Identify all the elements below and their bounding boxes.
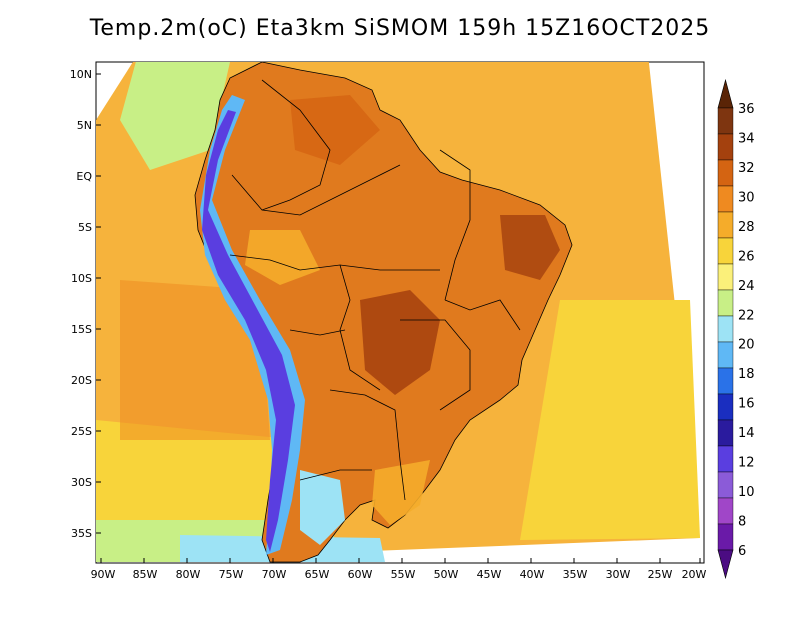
colorbar-label: 28 (738, 220, 755, 235)
colorbar-label: 24 (738, 279, 755, 294)
colorbar-segment (717, 523, 734, 551)
colorbar-segment (717, 393, 734, 421)
x-tick-label: 70W (262, 568, 287, 581)
x-tick-label: 80W (176, 568, 201, 581)
colorbar-segment (717, 107, 734, 135)
colorbar-segment (717, 289, 734, 317)
colorbar-label: 26 (738, 249, 755, 264)
colorbar-segment (717, 133, 734, 161)
y-axis: 10N 5N EQ 5S 10S 15S 20S 25S 30S 35S (70, 68, 101, 540)
hot-core-central (360, 290, 440, 395)
y-tick-label: 10N (70, 68, 92, 81)
colorbar-label: 8 (738, 515, 746, 530)
y-tick-label: 35S (71, 527, 92, 540)
x-tick-label: 35W (563, 568, 588, 581)
colorbar-label: 30 (738, 190, 755, 205)
x-tick-label: 90W (91, 568, 116, 581)
x-tick-label: 25W (648, 568, 673, 581)
colorbar-label: 6 (738, 544, 746, 559)
colorbar-top-cap (717, 78, 734, 109)
x-tick-label: 45W (477, 568, 502, 581)
y-tick-label: 5N (77, 119, 92, 132)
country-borders (229, 79, 521, 501)
x-tick-label: 50W (434, 568, 459, 581)
x-tick-label: 40W (520, 568, 545, 581)
x-tick-label: 65W (305, 568, 330, 581)
ocean-cool-band-east (520, 300, 700, 540)
colorbar-segment (717, 471, 734, 499)
ocean-west-warm (120, 280, 270, 440)
colorbar-label: 10 (738, 485, 755, 500)
hot-core-northeast (500, 215, 560, 280)
cool-interior-amazon (245, 230, 320, 285)
y-tick-label: EQ (76, 170, 92, 183)
y-tick-label: 15S (71, 323, 92, 336)
hot-core-north (290, 95, 380, 165)
colorbar-segment (717, 211, 734, 239)
ocean-northwest-green (120, 62, 230, 170)
colorbar-segment (717, 263, 734, 291)
y-tick-label: 20S (71, 374, 92, 387)
colorbar-segment (717, 185, 734, 213)
colorbar-label: 22 (738, 308, 755, 323)
colorbar-label: 34 (738, 131, 755, 146)
colorbar-segment (717, 445, 734, 473)
x-tick-label: 85W (133, 568, 158, 581)
south-brazil-warm (372, 460, 430, 525)
colorbar-segment (717, 367, 734, 395)
x-tick-label: 60W (348, 568, 373, 581)
colorbar-label: 36 (738, 102, 755, 117)
y-tick-label: 25S (71, 425, 92, 438)
x-tick-label: 20W (682, 568, 707, 581)
colorbar-segment (717, 419, 734, 447)
colorbar-segment (717, 341, 734, 369)
colorbar-segment (717, 237, 734, 265)
colorbar-label: 20 (738, 338, 755, 353)
y-tick-label: 10S (71, 272, 92, 285)
colorbar-label: 18 (738, 367, 755, 382)
colorbar: 36 34 32 30 28 26 24 22 20 18 16 14 12 10 8 6 (717, 78, 755, 580)
map-title: Temp.2m(oC) Eta3km SiSMOM 159h 15Z16OCT2… (89, 16, 711, 41)
colorbar-label: 14 (738, 426, 755, 441)
x-axis: 90W 85W 80W 75W 70W 65W 60W 55W 50W 45W … (91, 558, 707, 581)
colorbar-segment (717, 497, 734, 525)
y-tick-label: 5S (78, 221, 92, 234)
x-tick-label: 55W (391, 568, 416, 581)
colorbar-label: 16 (738, 397, 755, 412)
colorbar-segment (717, 159, 734, 187)
x-tick-label: 75W (219, 568, 244, 581)
colorbar-label: 32 (738, 161, 755, 176)
x-tick-label: 30W (606, 568, 631, 581)
colorbar-bottom-cap (717, 549, 734, 580)
colorbar-segment (717, 315, 734, 343)
patagonia-cold (300, 470, 345, 545)
colorbar-label: 12 (738, 456, 755, 471)
y-tick-label: 30S (71, 476, 92, 489)
